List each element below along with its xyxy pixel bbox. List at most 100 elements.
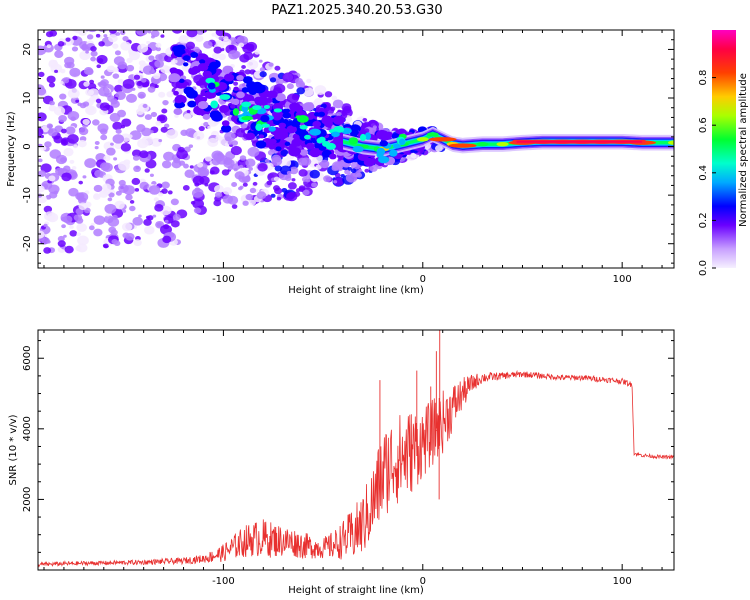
spectral-blob — [144, 168, 150, 173]
spectrogram-y-tick-label: 20 — [22, 43, 33, 56]
spectral-blob — [61, 172, 72, 182]
spectral-blob — [291, 147, 302, 155]
spectral-bright-blob — [261, 123, 270, 128]
spectral-bright-blob — [348, 137, 359, 145]
spectral-blob — [153, 73, 161, 80]
spectral-blob — [95, 33, 101, 38]
spectral-blob — [221, 169, 230, 176]
spectral-blob — [222, 187, 233, 195]
spectral-blob — [112, 214, 118, 220]
spectral-blob — [294, 77, 303, 85]
spectral-bright-blob — [379, 140, 388, 147]
spectral-blob — [247, 146, 260, 157]
spectral-blob — [164, 219, 169, 224]
spectral-blob — [197, 162, 204, 168]
spectral-blob — [92, 193, 101, 200]
spectral-blob — [275, 146, 282, 151]
spectral-blob — [246, 59, 259, 70]
spectral-blob — [273, 176, 280, 182]
spectral-blob — [38, 230, 45, 239]
spectral-blob — [120, 30, 126, 36]
spectral-blob — [118, 160, 130, 171]
ridge-hot-core — [476, 141, 489, 147]
spectral-blob — [110, 142, 114, 146]
spectral-bright-blob — [392, 143, 401, 149]
spectral-bright-blob — [316, 137, 323, 144]
spectral-blob — [98, 41, 105, 47]
ridge-red-strip-core — [516, 140, 643, 143]
spectral-blob — [221, 120, 230, 127]
spectral-blob — [153, 197, 159, 202]
spectral-blob — [109, 30, 117, 34]
spectral-blob — [76, 192, 89, 202]
snr-x-tick-label: 0 — [420, 576, 426, 587]
spectral-blob — [189, 165, 194, 169]
spectral-blob — [185, 41, 196, 50]
spectral-blob — [183, 113, 192, 120]
spectral-blob — [241, 65, 246, 69]
spectral-blob — [99, 102, 111, 111]
snr-x-tick-label: -100 — [212, 576, 235, 587]
spectral-blob — [90, 46, 97, 52]
spectral-blob — [161, 108, 168, 114]
spectral-blob — [61, 138, 68, 145]
spectral-blob — [145, 215, 151, 220]
spectral-blob — [150, 30, 160, 38]
spectral-blob — [83, 67, 94, 75]
spectral-blob — [160, 126, 168, 133]
spectral-blob — [193, 131, 205, 141]
spectral-bright-blob — [299, 124, 308, 130]
spectral-blob — [336, 112, 342, 117]
spectral-bright-blob — [207, 82, 216, 90]
spectral-blob — [65, 37, 71, 42]
spectral-blob — [63, 215, 73, 224]
spectral-blob — [94, 146, 99, 150]
spectral-blob — [138, 214, 142, 218]
spectral-bright-blob — [241, 101, 252, 108]
spectral-blob — [95, 98, 102, 104]
spectral-blob — [182, 55, 191, 62]
spectral-blob — [372, 125, 377, 129]
spectral-blob — [93, 228, 103, 237]
spectral-blob — [269, 77, 277, 83]
spectral-blob — [349, 128, 359, 136]
spectral-blob — [132, 155, 140, 161]
spectral-blob — [173, 90, 179, 96]
spectral-blob — [63, 78, 70, 84]
spectral-blob — [38, 127, 44, 136]
spectral-blob — [203, 121, 209, 127]
spectral-blob — [186, 89, 198, 99]
spectral-blob — [309, 148, 321, 158]
spectral-blob — [60, 216, 67, 222]
spectral-blob — [231, 98, 240, 106]
snr-line — [38, 369, 674, 568]
spectral-blob — [48, 105, 57, 112]
spectral-blob — [195, 53, 209, 64]
spectral-blob — [234, 171, 245, 180]
spectral-blob — [335, 143, 344, 151]
spectrogram-y-tick-label: 0 — [22, 143, 33, 149]
spectral-blob — [96, 64, 101, 69]
spectral-bright-blob — [304, 134, 311, 140]
spectral-blob — [248, 167, 253, 171]
snr-y-tick-label: 2000 — [22, 487, 33, 512]
spectral-blob — [299, 149, 309, 156]
ridge-hot-core — [426, 132, 439, 137]
spectral-blob — [125, 93, 137, 103]
spectrogram-y-tick-label: -10 — [22, 187, 33, 203]
spectral-blob — [182, 62, 189, 67]
spectral-blob — [309, 169, 320, 179]
spectral-blob — [296, 87, 306, 95]
spectral-blob — [236, 74, 244, 81]
spectral-blob — [203, 40, 213, 49]
spectral-blob — [161, 181, 170, 189]
colorbar-gradient — [712, 30, 736, 268]
spectral-blob — [191, 66, 201, 74]
spectral-blob — [240, 123, 248, 129]
snr-x-axis-label: Height of straight line (km) — [288, 585, 424, 596]
snr-ticks: -100 0 100 2000 4000 6000 — [22, 330, 674, 587]
spectral-bright-blob — [282, 112, 292, 119]
spectral-blob — [342, 105, 352, 114]
spectral-blob — [69, 159, 75, 164]
spectral-blob — [117, 78, 124, 84]
